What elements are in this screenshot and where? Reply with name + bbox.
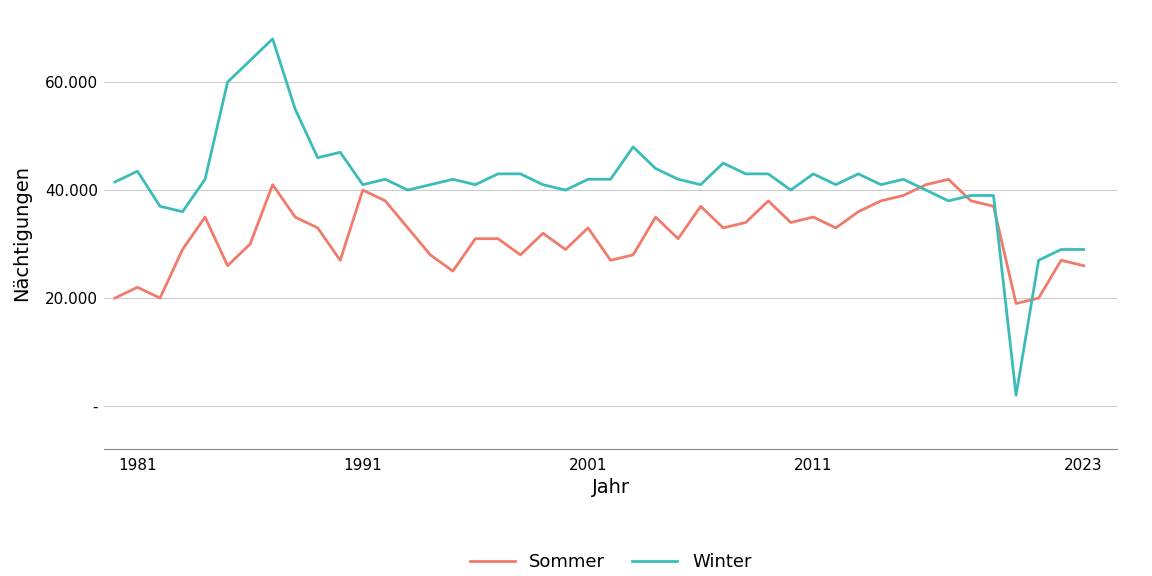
Winter xyxy=(175,208,189,215)
Sommer xyxy=(130,284,144,291)
Sommer xyxy=(333,257,347,264)
Winter xyxy=(1054,246,1068,253)
Line: Winter: Winter xyxy=(115,39,1084,395)
Line: Sommer: Sommer xyxy=(115,179,1084,304)
Winter xyxy=(806,170,820,177)
Winter xyxy=(896,176,910,183)
Winter xyxy=(738,170,752,177)
Winter xyxy=(559,187,573,194)
Sommer xyxy=(266,181,280,188)
Sommer xyxy=(649,214,662,221)
X-axis label: Jahr: Jahr xyxy=(592,478,629,497)
Winter xyxy=(829,181,843,188)
Winter xyxy=(221,78,235,85)
Winter xyxy=(333,149,347,156)
Winter xyxy=(266,35,280,42)
Winter xyxy=(536,181,550,188)
Sommer xyxy=(874,198,888,204)
Sommer xyxy=(783,219,797,226)
Sommer xyxy=(446,268,460,275)
Sommer xyxy=(829,225,843,232)
Sommer xyxy=(581,225,594,232)
Sommer xyxy=(356,187,370,194)
Sommer xyxy=(672,235,685,242)
Sommer xyxy=(175,246,189,253)
Winter xyxy=(130,168,144,175)
Sommer xyxy=(108,295,122,302)
Sommer xyxy=(221,262,235,269)
Winter xyxy=(986,192,1000,199)
Sommer xyxy=(761,198,775,204)
Winter xyxy=(1077,246,1091,253)
Sommer xyxy=(694,203,707,210)
Sommer xyxy=(986,203,1000,210)
Winter xyxy=(672,176,685,183)
Sommer xyxy=(1077,262,1091,269)
Sommer xyxy=(198,214,212,221)
Winter xyxy=(1009,392,1023,399)
Sommer xyxy=(243,241,257,248)
Sommer xyxy=(153,295,167,302)
Winter xyxy=(604,176,617,183)
Sommer xyxy=(491,235,505,242)
Winter xyxy=(378,176,392,183)
Sommer xyxy=(469,235,483,242)
Winter xyxy=(108,179,122,185)
Sommer xyxy=(964,198,978,204)
Winter xyxy=(964,192,978,199)
Sommer xyxy=(941,176,955,183)
Winter xyxy=(491,170,505,177)
Winter xyxy=(919,187,933,194)
Winter xyxy=(356,181,370,188)
Winter xyxy=(717,160,730,166)
Sommer xyxy=(311,225,325,232)
Winter xyxy=(288,105,302,112)
Winter xyxy=(851,170,865,177)
Winter xyxy=(446,176,460,183)
Sommer xyxy=(401,225,415,232)
Winter xyxy=(627,143,641,150)
Sommer xyxy=(559,246,573,253)
Winter xyxy=(581,176,594,183)
Sommer xyxy=(806,214,820,221)
Sommer xyxy=(919,181,933,188)
Winter xyxy=(761,170,775,177)
Sommer xyxy=(717,225,730,232)
Sommer xyxy=(288,214,302,221)
Winter xyxy=(243,57,257,64)
Winter xyxy=(1032,257,1046,264)
Sommer xyxy=(1032,295,1046,302)
Winter xyxy=(649,165,662,172)
Sommer xyxy=(896,192,910,199)
Legend: Sommer, Winter: Sommer, Winter xyxy=(462,546,759,576)
Winter xyxy=(469,181,483,188)
Winter xyxy=(514,170,528,177)
Sommer xyxy=(514,251,528,258)
Sommer xyxy=(1054,257,1068,264)
Y-axis label: Nächtigungen: Nächtigungen xyxy=(13,165,31,301)
Winter xyxy=(198,176,212,183)
Winter xyxy=(874,181,888,188)
Winter xyxy=(401,187,415,194)
Winter xyxy=(783,187,797,194)
Sommer xyxy=(1009,300,1023,307)
Winter xyxy=(424,181,438,188)
Sommer xyxy=(604,257,617,264)
Winter xyxy=(694,181,707,188)
Winter xyxy=(311,154,325,161)
Sommer xyxy=(738,219,752,226)
Sommer xyxy=(424,251,438,258)
Sommer xyxy=(627,251,641,258)
Sommer xyxy=(536,230,550,237)
Winter xyxy=(941,198,955,204)
Sommer xyxy=(851,208,865,215)
Winter xyxy=(153,203,167,210)
Sommer xyxy=(378,198,392,204)
